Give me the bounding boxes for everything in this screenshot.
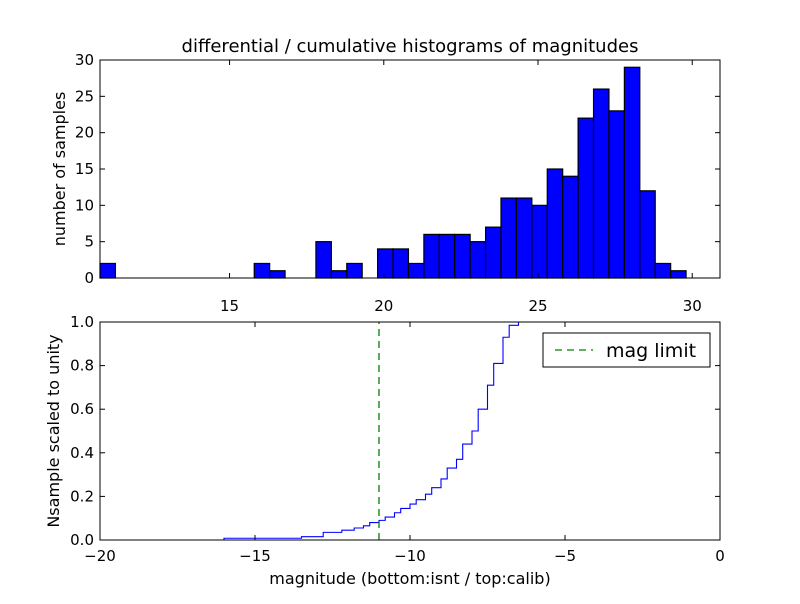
x-tick-label: 30: [683, 297, 702, 315]
histogram-ticks: 0 5 10 15 20 25 30 15 20 25 30: [75, 51, 720, 315]
y-tick-label: 0.8: [70, 357, 94, 375]
cumulative-ylabel: Nsample scaled to unity: [44, 334, 63, 527]
y-tick-label: 10: [75, 196, 94, 214]
histogram-bar: [330, 270, 348, 279]
histogram-bar: [454, 233, 471, 279]
histogram-bar: [99, 262, 117, 279]
cumulative-ticks: 0.0 0.2 0.4 0.6 0.8 1.0 −20 −15 −10 −5 0: [70, 313, 725, 565]
x-tick-label: −20: [84, 547, 116, 565]
legend-label-mag-limit: mag limit: [606, 340, 696, 362]
x-tick-label: −5: [554, 547, 576, 565]
histogram-bar: [346, 262, 363, 279]
histogram-bar: [546, 168, 564, 279]
cumulative-lines: [100, 321, 720, 541]
histogram-bar: [438, 233, 456, 279]
histogram-ylabel: number of samples: [50, 92, 69, 247]
x-tick-label: 20: [374, 297, 393, 315]
y-tick-label: 20: [75, 124, 94, 142]
x-tick-label: 0: [715, 547, 725, 565]
histogram-bar: [484, 226, 502, 279]
histogram-bar: [670, 270, 687, 279]
histogram-bar: [377, 248, 394, 279]
histogram-bar: [531, 204, 548, 279]
y-tick-label: 0.6: [70, 400, 94, 418]
y-tick-label: 0.0: [70, 531, 94, 549]
x-tick-label: −10: [394, 547, 426, 565]
histogram-bar: [639, 190, 656, 279]
histogram-bar: [562, 175, 579, 279]
chart-title: differential / cumulative histograms of …: [182, 36, 639, 57]
histogram-bar: [654, 262, 672, 279]
histogram-bar: [253, 262, 271, 279]
legend: mag limit: [542, 332, 711, 368]
histogram-bar: [592, 88, 610, 279]
histogram-bar: [423, 233, 440, 279]
histogram-bar: [315, 241, 332, 279]
histogram-bar: [577, 117, 595, 279]
x-tick-label: −15: [239, 547, 271, 565]
histogram-bar: [407, 262, 425, 279]
histogram-bar: [515, 197, 533, 279]
histogram-bar: [469, 241, 487, 279]
x-tick-label: 15: [220, 297, 239, 315]
histogram-bars: [99, 66, 687, 279]
y-tick-label: 0.4: [70, 444, 94, 462]
y-tick-label: 0: [84, 269, 94, 287]
histogram-bar: [623, 66, 641, 279]
histogram-bar: [608, 110, 625, 279]
histogram-bar: [392, 248, 410, 279]
histogram-bar: [269, 270, 286, 279]
cumulative-xlabel: magnitude (bottom:isnt / top:calib): [269, 569, 550, 588]
y-tick-label: 5: [84, 233, 94, 251]
y-tick-label: 15: [75, 160, 94, 178]
y-tick-label: 30: [75, 51, 94, 69]
y-tick-label: 0.2: [70, 487, 94, 505]
histogram-bar: [500, 197, 518, 279]
histogram-chart: differential / cumulative histograms of …: [50, 36, 721, 315]
y-tick-label: 1.0: [70, 313, 94, 331]
cumulative-chart: 0.0 0.2 0.4 0.6 0.8 1.0 −20 −15 −10 −5 0 magnitude…: [44, 313, 725, 588]
y-tick-label: 25: [75, 87, 94, 105]
x-tick-label: 25: [528, 297, 547, 315]
cumulative-step-line: [100, 321, 720, 541]
